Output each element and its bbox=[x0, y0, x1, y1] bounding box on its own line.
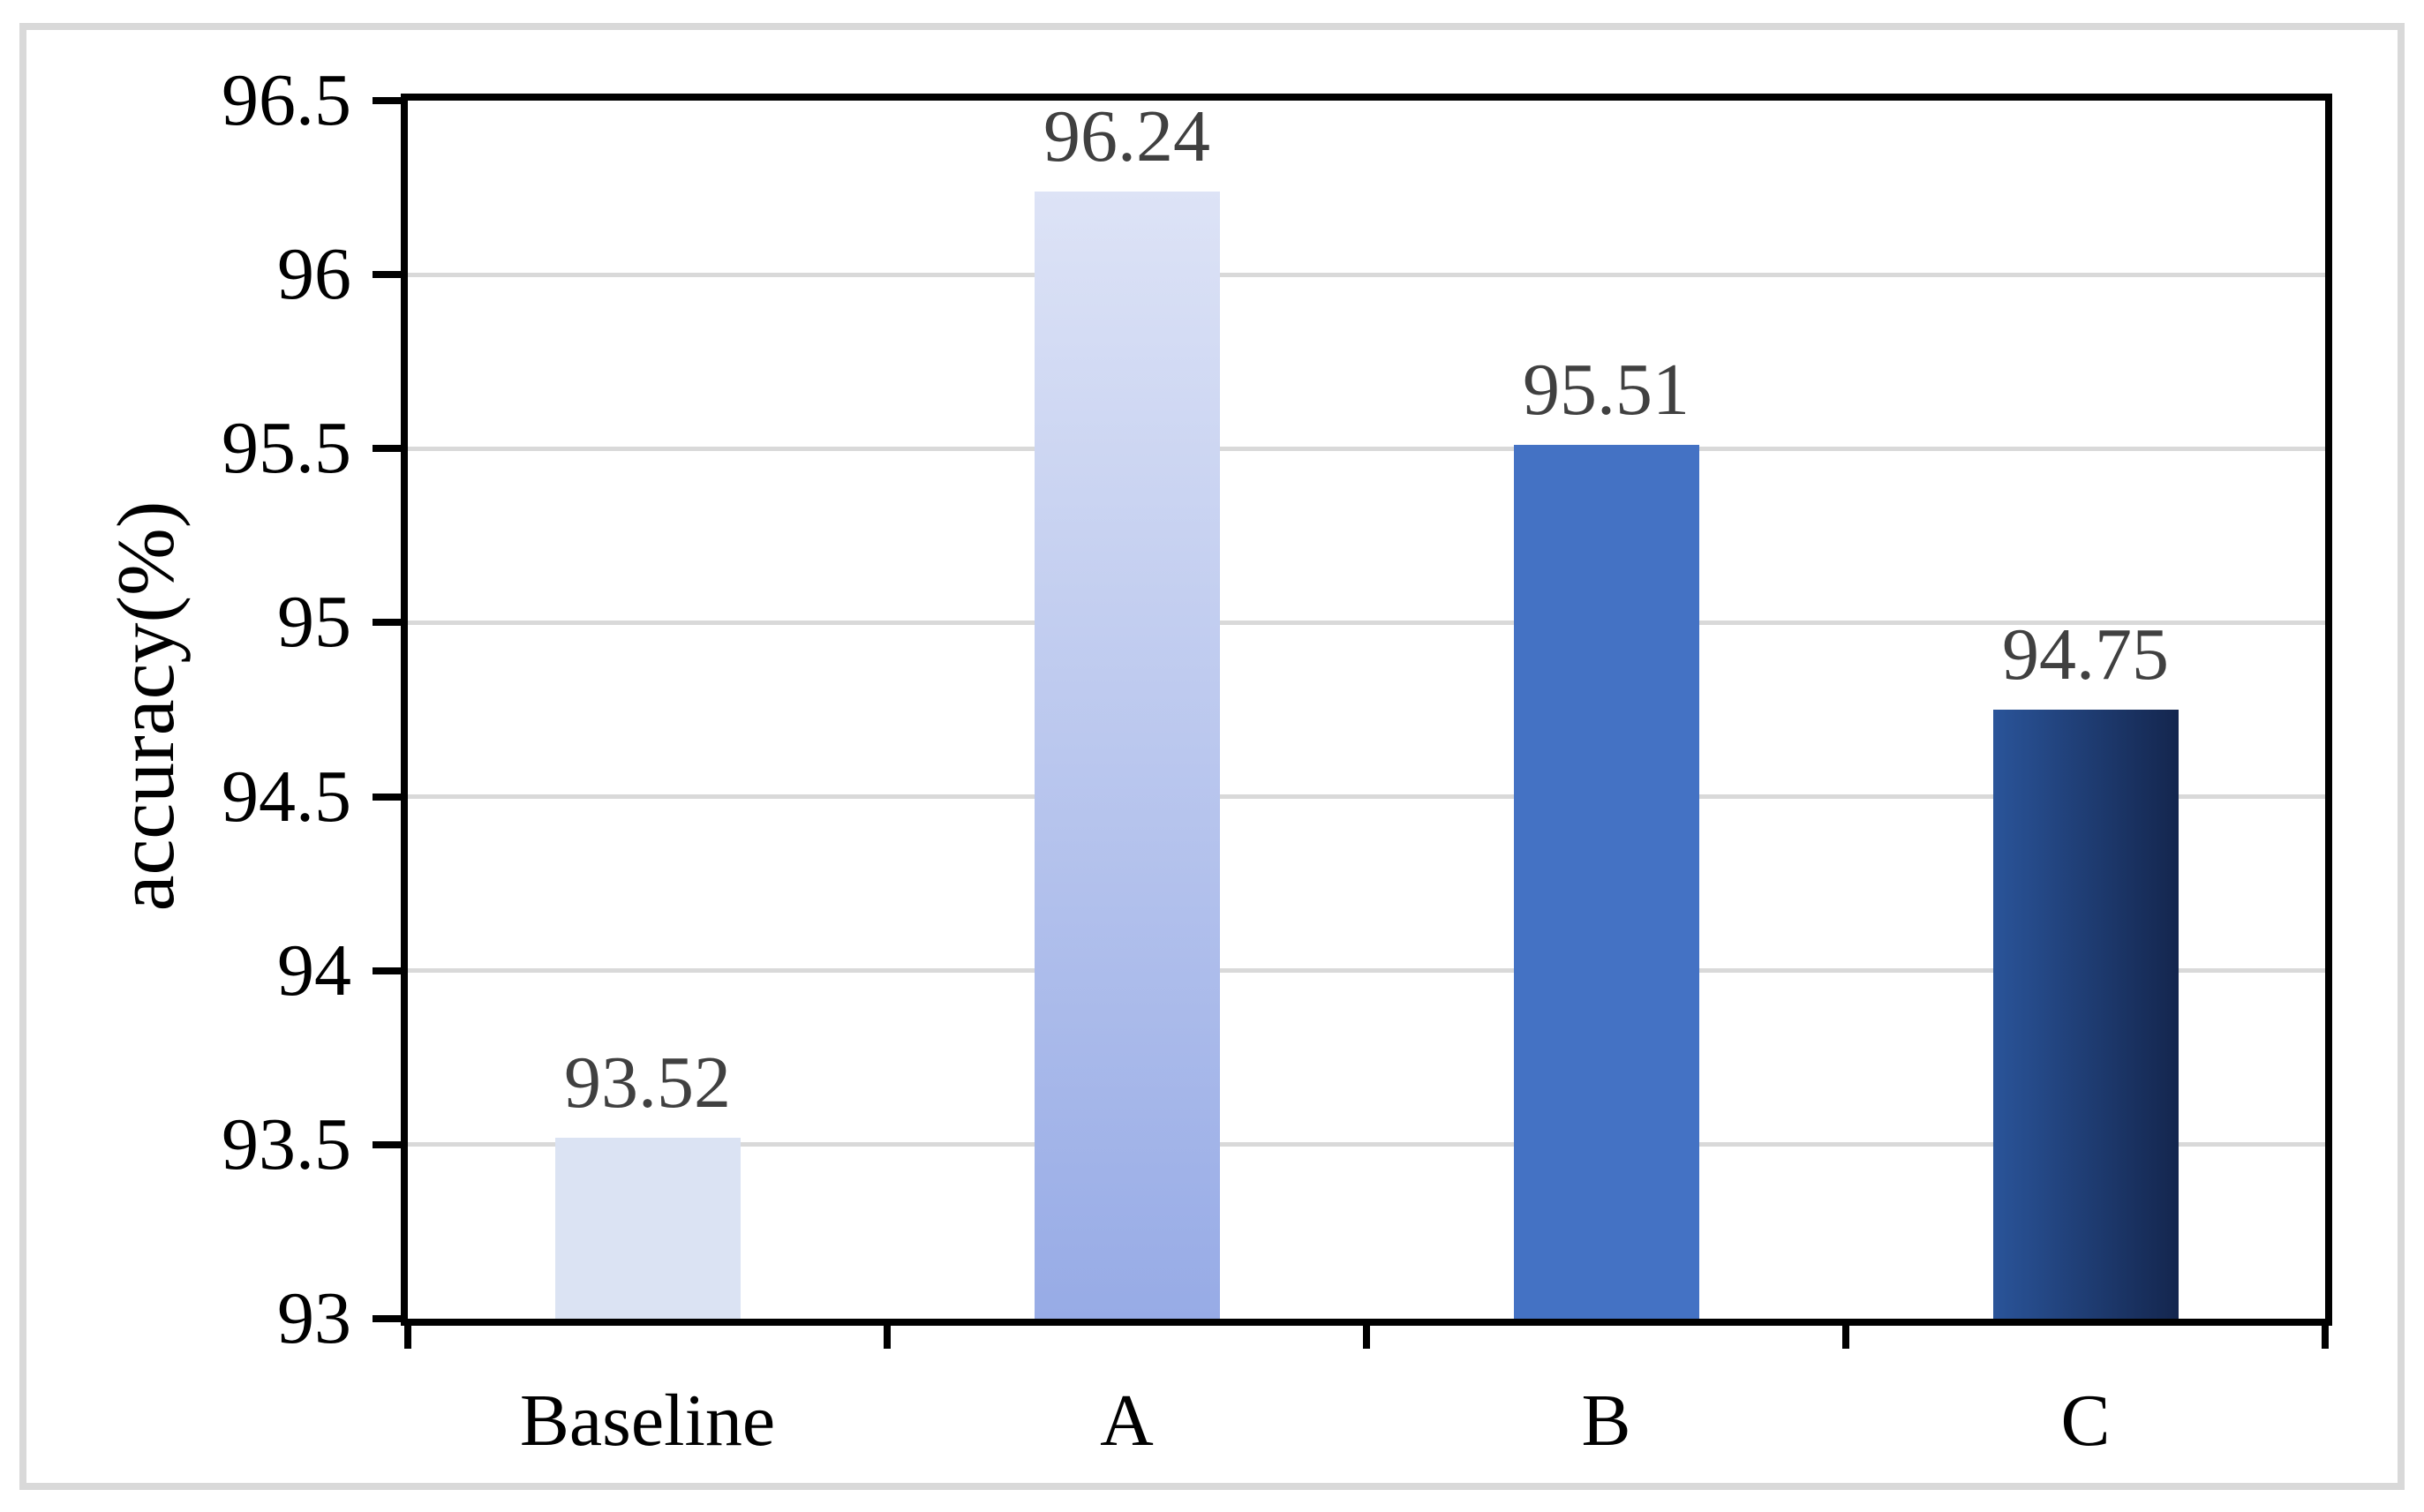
gridline-95 bbox=[408, 620, 2325, 625]
x-axis-tick-1 bbox=[884, 1322, 891, 1349]
x-axis-tick-3 bbox=[1842, 1322, 1849, 1349]
y-axis-tick-95 bbox=[373, 619, 403, 627]
y-tick-label-95.5: 95.5 bbox=[222, 407, 351, 490]
chart-outer-border bbox=[19, 23, 2405, 1490]
gridline-94.5 bbox=[408, 794, 2325, 800]
data-label-b: 95.51 bbox=[1523, 349, 1690, 432]
y-tick-label-93.5: 93.5 bbox=[222, 1102, 351, 1185]
b-bar bbox=[1513, 445, 1699, 1319]
x-axis-tick-0 bbox=[404, 1322, 411, 1349]
y-tick-label-93: 93 bbox=[277, 1277, 351, 1359]
c-bar bbox=[1992, 710, 2179, 1319]
y-axis-tick-93.5 bbox=[373, 1140, 403, 1148]
a-bar bbox=[1034, 191, 1220, 1319]
x-category-label-c: C bbox=[2060, 1380, 2111, 1462]
data-label-a: 96.24 bbox=[1043, 94, 1210, 177]
baseline-bar bbox=[554, 1137, 741, 1319]
y-axis-title: accuracy(%) bbox=[101, 500, 191, 912]
y-axis-tick-95.5 bbox=[373, 445, 403, 453]
x-axis-tick-4 bbox=[2322, 1322, 2329, 1349]
data-label-c: 94.75 bbox=[2002, 613, 2169, 696]
gridline-93.5 bbox=[408, 1142, 2325, 1147]
plot-area: 93.52 96.24 95.51 94.75 bbox=[401, 94, 2332, 1326]
x-axis-tick-2 bbox=[1363, 1322, 1370, 1349]
x-category-label-b: B bbox=[1581, 1380, 1631, 1462]
y-tick-label-96: 96 bbox=[277, 233, 351, 316]
gridline-94 bbox=[408, 968, 2325, 974]
x-category-label-a: A bbox=[1100, 1380, 1154, 1462]
data-label-baseline: 93.52 bbox=[564, 1041, 731, 1124]
y-tick-label-96.5: 96.5 bbox=[222, 59, 351, 141]
gridline-96 bbox=[408, 272, 2325, 277]
y-axis-tick-96 bbox=[373, 271, 403, 279]
y-tick-label-94: 94 bbox=[277, 929, 351, 1012]
y-axis-tick-94.5 bbox=[373, 793, 403, 801]
gridline-95.5 bbox=[408, 446, 2325, 451]
plot-inner-area: 93.52 96.24 95.51 94.75 bbox=[408, 94, 2325, 1319]
y-axis-tick-93 bbox=[373, 1315, 403, 1322]
y-tick-label-95: 95 bbox=[277, 581, 351, 664]
x-category-label-baseline: Baseline bbox=[519, 1380, 776, 1462]
y-axis-tick-96.5 bbox=[373, 97, 403, 104]
y-tick-label-94.5: 94.5 bbox=[222, 755, 351, 838]
y-axis-tick-94 bbox=[373, 967, 403, 974]
